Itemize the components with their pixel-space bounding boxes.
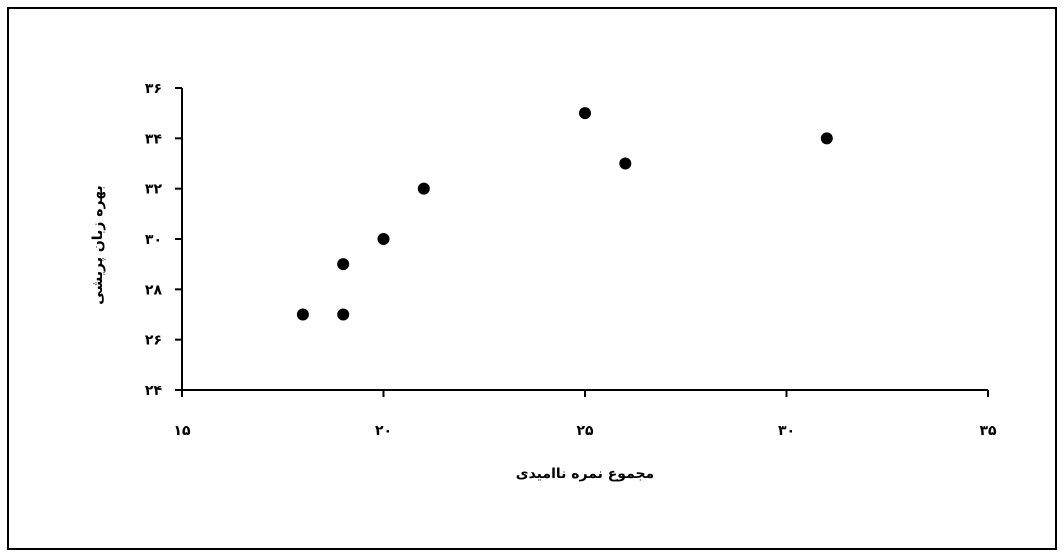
x-tick-label: ۱۵ <box>173 423 191 439</box>
y-tick-label: ۳۴ <box>145 131 163 147</box>
data-point <box>417 182 430 195</box>
x-axis-ticks: ۱۵ ۲۰ ۲۵ ۳۰ ۳۵ <box>173 390 997 439</box>
y-tick-label: ۳۰ <box>145 232 162 248</box>
x-tick-label: ۲۵ <box>576 423 594 439</box>
data-point <box>619 157 632 170</box>
x-tick-label: ۳۵ <box>979 423 997 439</box>
data-point <box>337 258 350 271</box>
data-point <box>377 233 390 245</box>
y-tick-label: ۲۸ <box>145 282 163 298</box>
y-tick-label: ۲۴ <box>145 383 163 399</box>
y-tick-label: ۳۲ <box>145 182 163 198</box>
data-points <box>296 107 833 321</box>
data-point <box>820 132 833 145</box>
data-point <box>337 308 350 321</box>
data-point <box>579 107 591 120</box>
y-tick-label: ۲۶ <box>145 333 162 349</box>
x-axis-title: مجموع نمره ناامیدی <box>516 466 654 482</box>
x-tick-label: ۳۰ <box>778 423 795 439</box>
y-tick-label: ۳۶ <box>145 81 162 97</box>
y-axis-ticks: ۲۴ ۲۶ ۲۸ ۳۰ ۳۲ ۳۴ ۳۶ <box>145 81 182 399</box>
x-tick-label: ۲۰ <box>375 423 392 439</box>
y-axis-title: بهره زبان پریشی <box>90 185 106 304</box>
data-point <box>296 308 309 321</box>
